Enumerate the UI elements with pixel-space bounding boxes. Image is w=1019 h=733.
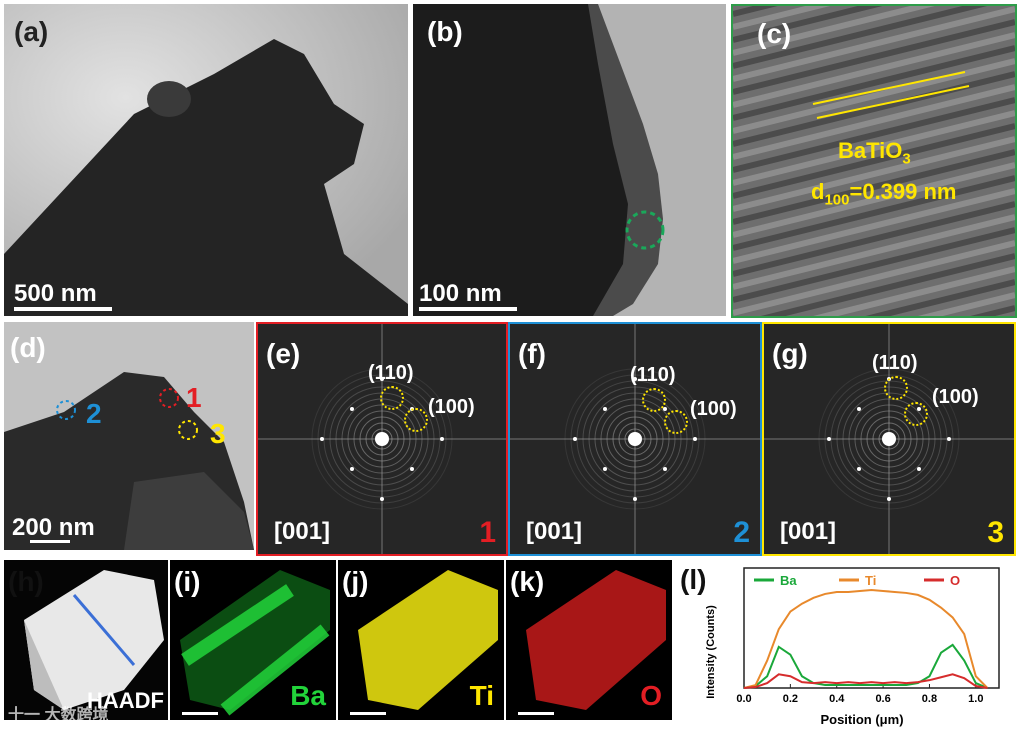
panel-e-fft: (e) (110) (100) [001] 1 [256, 322, 508, 556]
plane-110: (110) [630, 364, 676, 386]
material-subscript: 3 [902, 150, 911, 168]
panel-j-ti-map: (j) Ti [338, 560, 504, 720]
lattice-fringes-image [733, 6, 1015, 316]
x-tick-label: 0.2 [783, 693, 798, 705]
scale-bar [14, 307, 112, 311]
panel-label-j: (j) [342, 566, 369, 597]
d-subscript: 100 [824, 191, 850, 209]
x-tick-label: 0.4 [829, 693, 845, 705]
area-number: 3 [987, 516, 1004, 549]
panel-g-fft: (g) (110) (100) [001] 3 [762, 322, 1016, 556]
marker-1: 1 [186, 382, 202, 413]
panel-label-f: (f) [518, 338, 546, 369]
d-spacing-label: d100=0.399 nm [811, 179, 957, 208]
marker-2: 2 [86, 398, 102, 429]
series-line-ba [743, 643, 988, 689]
element-label: Ti [469, 680, 494, 711]
ti-eds-map [358, 570, 498, 710]
tem-particle-image-d [4, 322, 254, 550]
legend-label: O [950, 573, 960, 588]
x-tick-label: 0.6 [875, 693, 890, 705]
x-axis-label: Position (μm) [820, 712, 903, 727]
panel-label-d: (d) [10, 332, 46, 363]
scale-bar-label: 100 nm [419, 280, 502, 307]
plot-frame [743, 567, 1000, 689]
x-tick-label: 0.0 [736, 693, 751, 705]
scale-bar-label: 200 nm [12, 514, 95, 541]
panel-f-fft: (f) (110) (100) [001] 2 [508, 322, 762, 556]
haadf-image [24, 570, 164, 710]
panel-label-a: (a) [14, 16, 49, 47]
x-tick-label: 1.0 [968, 693, 983, 705]
panel-label-l: (l) [680, 564, 707, 595]
panel-h-haadf: (h) HAADF [4, 560, 168, 720]
d-prefix: d [811, 179, 825, 204]
panel-label-k: (k) [510, 566, 545, 597]
scale-bar [350, 712, 386, 715]
zone-axis: [001] [780, 518, 837, 545]
area-number: 2 [733, 516, 750, 549]
o-eds-map [526, 570, 666, 710]
legend-label: Ba [780, 573, 797, 588]
marker-3: 3 [210, 418, 226, 449]
scale-bar [182, 712, 218, 715]
plane-110: (110) [368, 362, 414, 384]
zone-axis: [001] [274, 518, 331, 545]
spot-110-ring [642, 388, 666, 412]
panel-l-line-profile: (l) Intensity (Counts) Position (μm) 0.0… [674, 560, 1015, 730]
plane-110: (110) [872, 352, 918, 374]
tem-particle-image [4, 4, 408, 316]
spot-100-ring [404, 408, 428, 432]
d-value: =0.399 nm [849, 179, 957, 204]
panel-label-e: (e) [266, 338, 301, 369]
panel-label-g: (g) [772, 338, 808, 369]
watermark: 十一 大数跨境 [8, 707, 109, 724]
scale-bar [518, 712, 554, 715]
plane-100: (100) [932, 386, 979, 408]
element-label: Ba [290, 680, 326, 711]
scale-bar [30, 540, 70, 543]
legend-label: Ti [865, 573, 876, 588]
spot-100-ring [664, 410, 688, 434]
fft-pattern [510, 324, 760, 554]
spot-110-ring [884, 376, 908, 400]
panel-b-tem-image: (b) 100 nm [413, 4, 726, 316]
area-number: 1 [479, 516, 496, 549]
scale-bar-label: 500 nm [14, 280, 97, 307]
series-line-ti [743, 588, 989, 689]
material-label: BaTiO3 [838, 138, 911, 167]
y-axis-label: Intensity (Counts) [705, 605, 717, 699]
panel-label-h: (h) [8, 566, 44, 597]
spot-110-ring [380, 386, 404, 410]
series-line-o [743, 673, 988, 689]
panel-label-c: (c) [757, 18, 792, 49]
element-label: O [640, 680, 662, 711]
haadf-tag: HAADF [87, 688, 164, 713]
ba-eds-map [180, 570, 330, 716]
material-text: BaTiO [838, 138, 903, 163]
fft-pattern [764, 324, 1014, 554]
panel-c-hrtem-image: (c) BaTiO3 d100=0.399 nm [731, 4, 1017, 318]
panel-d-tem-image: (d) 1 2 3 200 nm [4, 322, 254, 550]
panel-k-o-map: (k) O [506, 560, 672, 720]
panel-i-ba-map: (i) Ba [170, 560, 336, 720]
panel-label-i: (i) [174, 566, 201, 597]
zone-axis: [001] [526, 518, 583, 545]
x-tick-label: 0.8 [922, 693, 937, 705]
panel-label-b: (b) [427, 16, 463, 47]
scale-bar [419, 307, 517, 311]
panel-a-tem-image: (a) 500 nm [4, 4, 408, 316]
tem-edge-image [413, 4, 726, 316]
line-profile-chart: Intensity (Counts) Position (μm) 0.0 0.2 0… [705, 567, 1000, 727]
plane-100: (100) [690, 398, 737, 420]
plane-100: (100) [428, 396, 475, 418]
spot-100-ring [904, 402, 928, 426]
fft-pattern [258, 324, 506, 554]
